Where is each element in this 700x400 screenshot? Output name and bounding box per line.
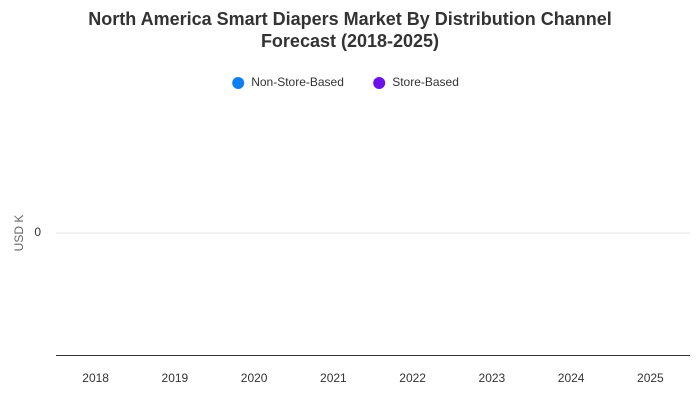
- x-tick-label: 2021: [320, 371, 347, 385]
- y-axis-label: USD K: [12, 215, 26, 252]
- legend-label: Non-Store-Based: [251, 75, 344, 89]
- legend-marker: [232, 77, 245, 89]
- x-tick-label: 2019: [162, 371, 189, 385]
- x-tick-label: 2020: [241, 371, 268, 385]
- chart-title: North America Smart Diapers Market By Di…: [88, 9, 612, 51]
- x-tick-label: 2018: [82, 371, 109, 385]
- x-tick-label: 2022: [399, 371, 426, 385]
- x-tick-label: 2023: [479, 371, 506, 385]
- legend-label: Store-Based: [392, 75, 459, 89]
- x-tick-label: 2025: [637, 371, 664, 385]
- y-tick-label: 0: [34, 225, 41, 239]
- legend-marker: [373, 77, 386, 89]
- x-tick-label: 2024: [558, 371, 585, 385]
